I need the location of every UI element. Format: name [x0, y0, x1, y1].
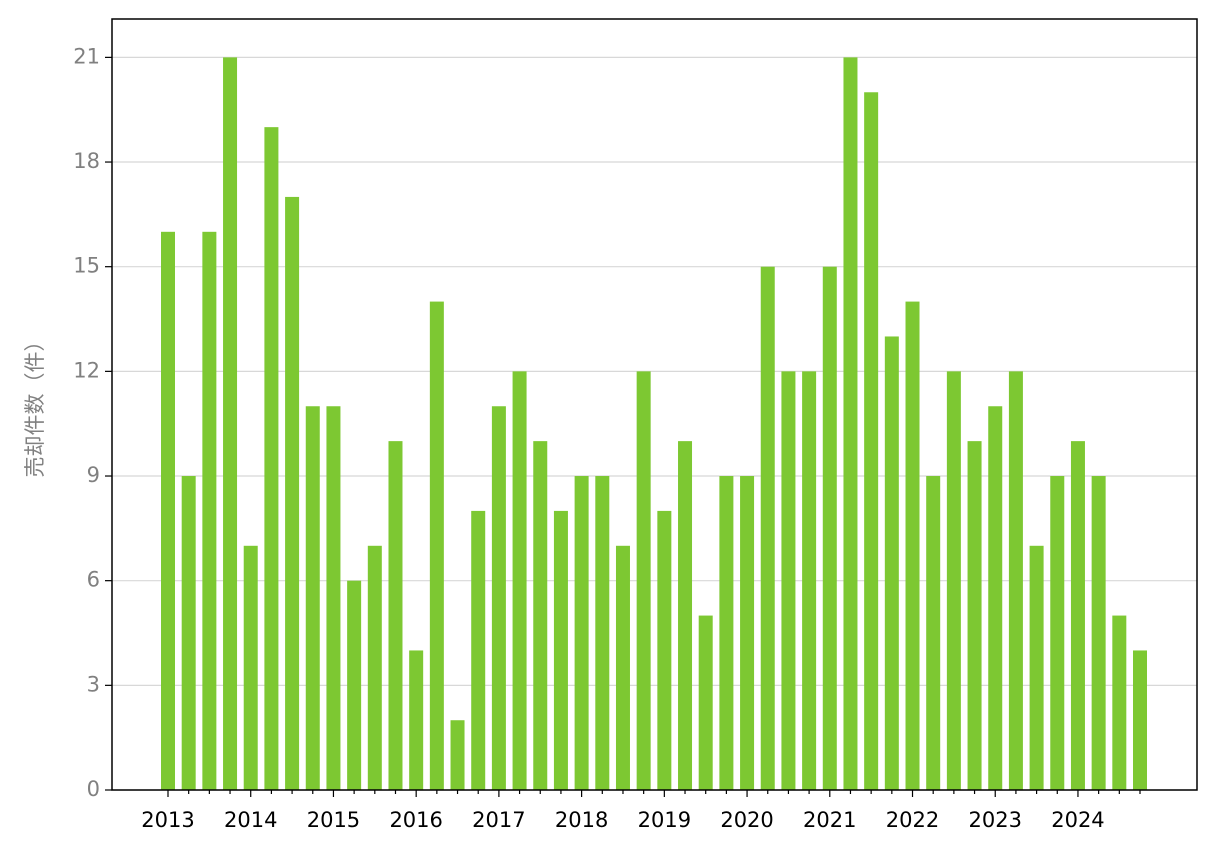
- bar: [595, 476, 610, 790]
- bar: [822, 266, 837, 790]
- bar: [450, 720, 465, 790]
- bar: [657, 510, 672, 790]
- x-tick-label: 2024: [1051, 808, 1104, 832]
- bar: [884, 336, 899, 790]
- bar: [388, 441, 403, 790]
- x-tick-label: 2021: [803, 808, 856, 832]
- bar: [367, 545, 382, 790]
- bar: [305, 406, 320, 790]
- bar: [553, 510, 568, 790]
- x-tick-label: 2020: [720, 808, 773, 832]
- bar: [1112, 615, 1127, 790]
- bar: [698, 615, 713, 790]
- x-tick-label: 2018: [555, 808, 608, 832]
- y-tick-label: 12: [73, 358, 100, 382]
- x-tick-label: 2014: [224, 808, 277, 832]
- plot-frame: [111, 18, 1198, 791]
- bar: [512, 371, 527, 790]
- bar: [285, 196, 300, 790]
- bar: [1070, 441, 1085, 790]
- bar: [926, 476, 941, 790]
- bar: [491, 406, 506, 790]
- bar: [1029, 545, 1044, 790]
- bar: [802, 371, 817, 790]
- bar: [1008, 371, 1023, 790]
- bar: [347, 580, 362, 790]
- y-tick-label: 21: [73, 44, 100, 68]
- y-tick-label: 3: [87, 672, 100, 696]
- y-tick-label: 9: [87, 463, 100, 487]
- bar: [678, 441, 693, 790]
- bar: [223, 57, 238, 791]
- bar: [740, 476, 755, 790]
- bar: [409, 650, 424, 790]
- y-tick-label: 0: [87, 777, 100, 801]
- bar: [533, 441, 548, 790]
- bar: [202, 231, 217, 791]
- x-tick-label: 2015: [307, 808, 360, 832]
- bar: [967, 441, 982, 790]
- bar: [781, 371, 796, 790]
- bar: [1050, 476, 1065, 790]
- y-tick-label: 15: [73, 254, 100, 278]
- bar: [843, 57, 858, 791]
- bar: [1091, 476, 1106, 790]
- y-tick-label: 6: [87, 568, 100, 592]
- bar: [326, 406, 341, 790]
- bar: [471, 510, 486, 790]
- x-tick-label: 2016: [389, 808, 442, 832]
- bar: [1133, 650, 1147, 790]
- bar: [905, 301, 920, 790]
- bar: [161, 231, 175, 791]
- bar: [719, 476, 734, 790]
- bar: [429, 301, 444, 790]
- y-tick-label: 18: [73, 149, 100, 173]
- x-tick-label: 2019: [638, 808, 691, 832]
- bar: [946, 371, 961, 790]
- y-axis-label: 売却件数（件）: [23, 331, 47, 478]
- x-tick-label: 2013: [141, 808, 194, 832]
- bar: [243, 545, 258, 790]
- x-tick-label: 2022: [886, 808, 939, 832]
- bar: [181, 476, 196, 790]
- x-tick-label: 2017: [472, 808, 525, 832]
- bar: [574, 476, 589, 790]
- x-tick-label: 2023: [969, 808, 1022, 832]
- bar: [636, 371, 651, 790]
- bar: [864, 92, 879, 790]
- bar: [615, 545, 630, 790]
- bar: [264, 127, 279, 791]
- bar: [988, 406, 1003, 790]
- bar: [760, 266, 775, 790]
